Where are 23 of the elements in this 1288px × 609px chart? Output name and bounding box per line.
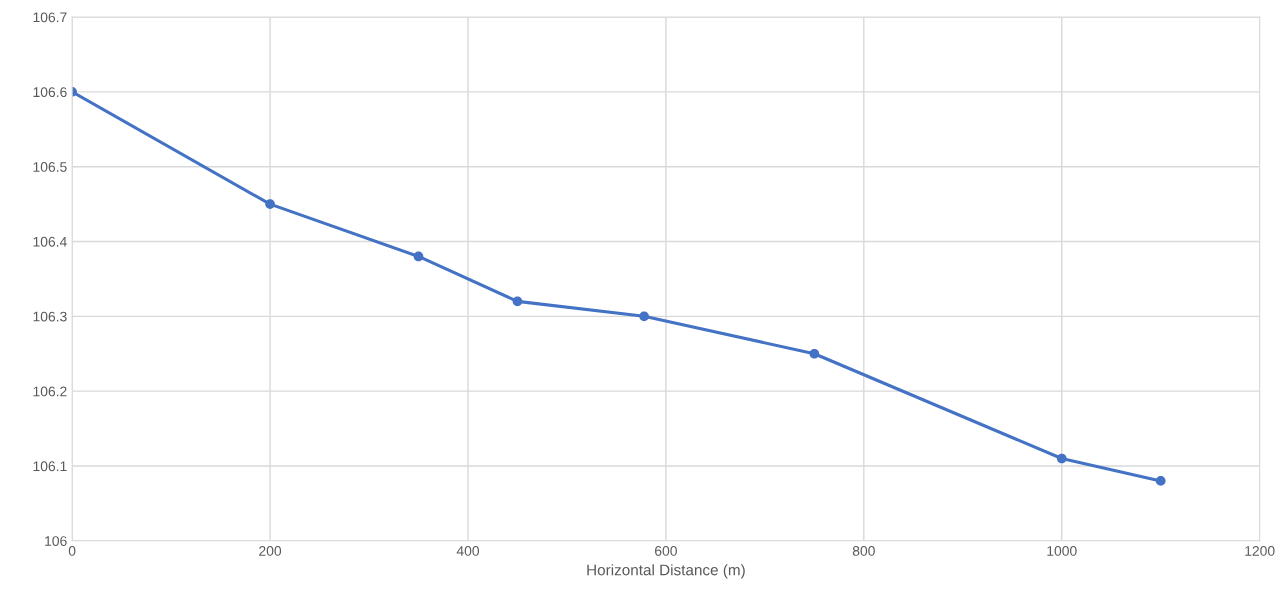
point	[639, 311, 649, 322]
y-tick-label: 106.1	[33, 461, 67, 472]
point	[1155, 476, 1166, 486]
x-axis-title: Horizontal Distance (m)	[587, 564, 745, 579]
y-tick-label: 106	[45, 536, 67, 546]
x-tick-label: 600	[655, 546, 677, 556]
point	[809, 348, 820, 359]
y-tick-label: 106.6	[33, 87, 67, 98]
y-tick-label: 106.4	[33, 236, 67, 247]
y-tick-label: 106.2	[33, 386, 67, 397]
y-tick-label: 106.7	[33, 12, 67, 23]
x-tick-label: 1200	[1245, 546, 1275, 556]
y-tick-label: 106.3	[33, 311, 67, 322]
x-tick-label: 800	[852, 546, 875, 556]
x-tick-label: 0	[68, 546, 76, 556]
point	[1056, 453, 1067, 464]
point	[413, 251, 424, 262]
x-tick-label: 1000	[1047, 546, 1077, 556]
point	[512, 296, 523, 307]
y-tick-label: 106.5	[33, 162, 67, 172]
point	[265, 199, 275, 209]
x-tick-label: 400	[456, 546, 480, 556]
x-tick-label: 200	[259, 546, 282, 556]
